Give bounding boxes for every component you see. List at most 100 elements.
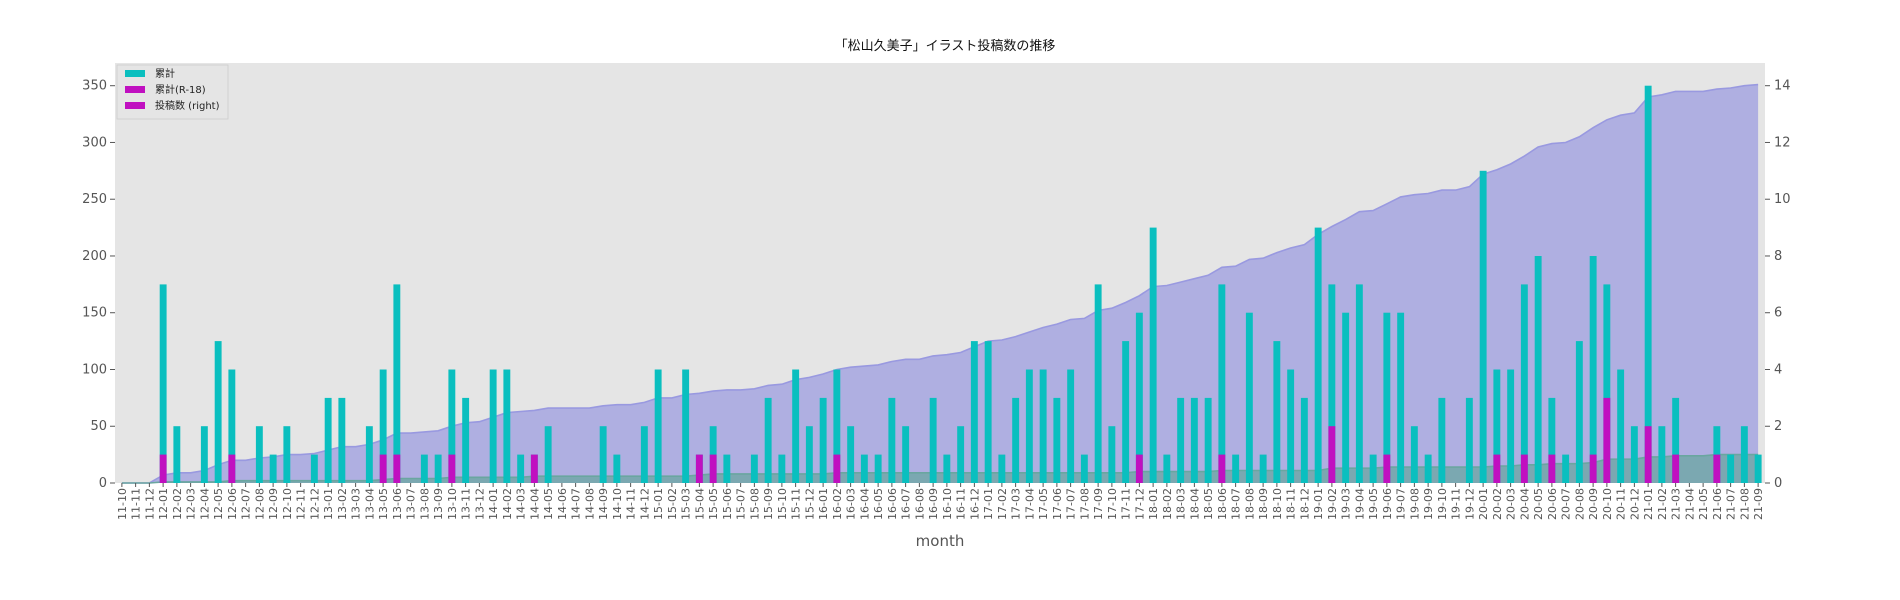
bar-2-13-05: [379, 369, 387, 483]
x-tick-label: 12-10: [281, 488, 294, 520]
x-axis: 11-10 11-11 11-12 12-01 12-02 12-03 12-04 12-05…: [116, 483, 1765, 520]
bar-2-14-01: [489, 369, 497, 483]
x-tick-label: 20-06: [1546, 488, 1559, 520]
x-tick-label: 11-11: [130, 488, 143, 520]
x-tick-label: 15-11: [790, 488, 803, 520]
bar-2-18-12: [1300, 397, 1308, 483]
x-tick-label: 13-05: [377, 488, 390, 520]
x-tick-label: 17-12: [1133, 488, 1146, 520]
bar-2-16-07: [902, 426, 910, 483]
y-tick-label: 350: [82, 79, 107, 94]
bar-2-12-02: [173, 426, 181, 483]
x-tick-label: 13-01: [322, 488, 335, 520]
bar-2-18-08: [1245, 312, 1253, 483]
bar-2-18-03: [1177, 397, 1185, 483]
x-tick-label: 12-03: [185, 488, 198, 520]
x-tick-label: 21-07: [1725, 488, 1738, 520]
x-tick-label: 20-10: [1601, 488, 1614, 520]
x-tick-label: 12-04: [198, 488, 211, 520]
legend-swatch-posts: [125, 102, 145, 109]
bar-2-14-12: [640, 426, 648, 483]
bar-2-19-04: [1355, 284, 1363, 483]
x-tick-label: 20-03: [1505, 488, 1518, 520]
x-tick-label: 13-04: [363, 488, 376, 520]
x-tick-label: 15-08: [748, 488, 761, 520]
bar-2-21-02: [1658, 426, 1666, 483]
x-tick-label: 14-05: [542, 488, 555, 520]
y2-tick-label: 2: [1774, 419, 1782, 434]
x-tick-label: 12-07: [240, 488, 253, 520]
bar-2-20-03: [1507, 369, 1515, 483]
bar-2-17-06: [1053, 397, 1061, 483]
x-tick-label: 16-06: [886, 488, 899, 520]
x-tick-label: 12-08: [253, 488, 266, 520]
x-tick-label: 18-01: [1147, 488, 1160, 520]
legend-swatch-cumulative: [125, 70, 145, 77]
x-tick-label: 16-05: [872, 488, 885, 520]
bar-3-14-04: [530, 454, 538, 483]
x-tick-label: 14-10: [611, 488, 624, 520]
x-tick-label: 17-04: [1023, 488, 1036, 520]
x-tick-label: 20-11: [1615, 488, 1628, 520]
x-tick-label: 18-07: [1230, 488, 1243, 520]
x-tick-label: 12-12: [308, 488, 321, 520]
bar-3-21-01: [1644, 426, 1652, 483]
x-tick-label: 15-07: [735, 488, 748, 520]
x-tick-label: 19-07: [1395, 488, 1408, 520]
x-tick-label: 16-03: [845, 488, 858, 520]
x-tick-label: 13-02: [336, 488, 349, 520]
bar-2-17-10: [1108, 426, 1116, 483]
bar-2-16-02: [833, 369, 841, 483]
bar-2-19-12: [1465, 397, 1473, 483]
bar-3-13-10: [448, 454, 456, 483]
bar-2-17-08: [1080, 454, 1088, 483]
x-tick-label: 18-05: [1202, 488, 1215, 520]
bar-2-20-11: [1617, 369, 1625, 483]
x-tick-label: 18-11: [1285, 488, 1298, 520]
x-tick-label: 21-03: [1670, 488, 1683, 520]
bar-2-17-01: [984, 341, 992, 483]
x-tick-label: 12-09: [267, 488, 280, 520]
x-tick-label: 13-06: [391, 488, 404, 520]
x-tick-label: 14-11: [625, 488, 638, 520]
bar-3-20-02: [1493, 454, 1501, 483]
x-tick-label: 21-01: [1642, 488, 1655, 520]
x-tick-label: 13-10: [446, 488, 459, 520]
bar-2-15-03: [682, 369, 690, 483]
x-tick-label: 20-12: [1628, 488, 1641, 520]
x-tick-label: 16-01: [817, 488, 830, 520]
bar-2-20-01: [1479, 170, 1487, 484]
bar-2-16-05: [874, 454, 882, 483]
x-tick-label: 18-08: [1243, 488, 1256, 520]
bar-2-20-09: [1589, 256, 1597, 483]
x-tick-label: 17-01: [982, 488, 995, 520]
x-tick-label: 15-12: [803, 488, 816, 520]
x-tick-label: 15-04: [693, 488, 706, 520]
bar-2-17-11: [1122, 341, 1130, 483]
bar-2-19-08: [1410, 426, 1418, 483]
bar-layer: [159, 85, 1762, 484]
y-tick-label: 250: [82, 192, 107, 207]
y-tick-label: 0: [99, 476, 107, 491]
y2-tick-label: 10: [1774, 192, 1791, 207]
x-tick-label: 19-04: [1353, 488, 1366, 520]
bar-2-13-08: [420, 454, 428, 483]
legend-label-cumulative-r18: 累計(R-18): [155, 83, 206, 96]
bar-2-16-04: [860, 454, 868, 483]
bar-2-21-08: [1740, 426, 1748, 483]
x-tick-label: 21-05: [1697, 488, 1710, 520]
bar-2-17-05: [1039, 369, 1047, 483]
x-tick-label: 19-08: [1408, 488, 1421, 520]
x-tick-label: 17-02: [996, 488, 1009, 520]
x-tick-label: 11-10: [116, 488, 129, 520]
x-tick-label: 12-01: [157, 488, 170, 520]
bar-2-13-04: [365, 426, 373, 483]
x-tick-label: 13-07: [405, 488, 418, 520]
x-tick-label: 17-10: [1106, 488, 1119, 520]
bar-3-19-06: [1383, 454, 1391, 483]
x-tick-label: 14-09: [597, 488, 610, 520]
x-tick-label: 16-12: [968, 488, 981, 520]
x-tick-label: 13-12: [473, 488, 486, 520]
x-tick-label: 19-11: [1450, 488, 1463, 520]
